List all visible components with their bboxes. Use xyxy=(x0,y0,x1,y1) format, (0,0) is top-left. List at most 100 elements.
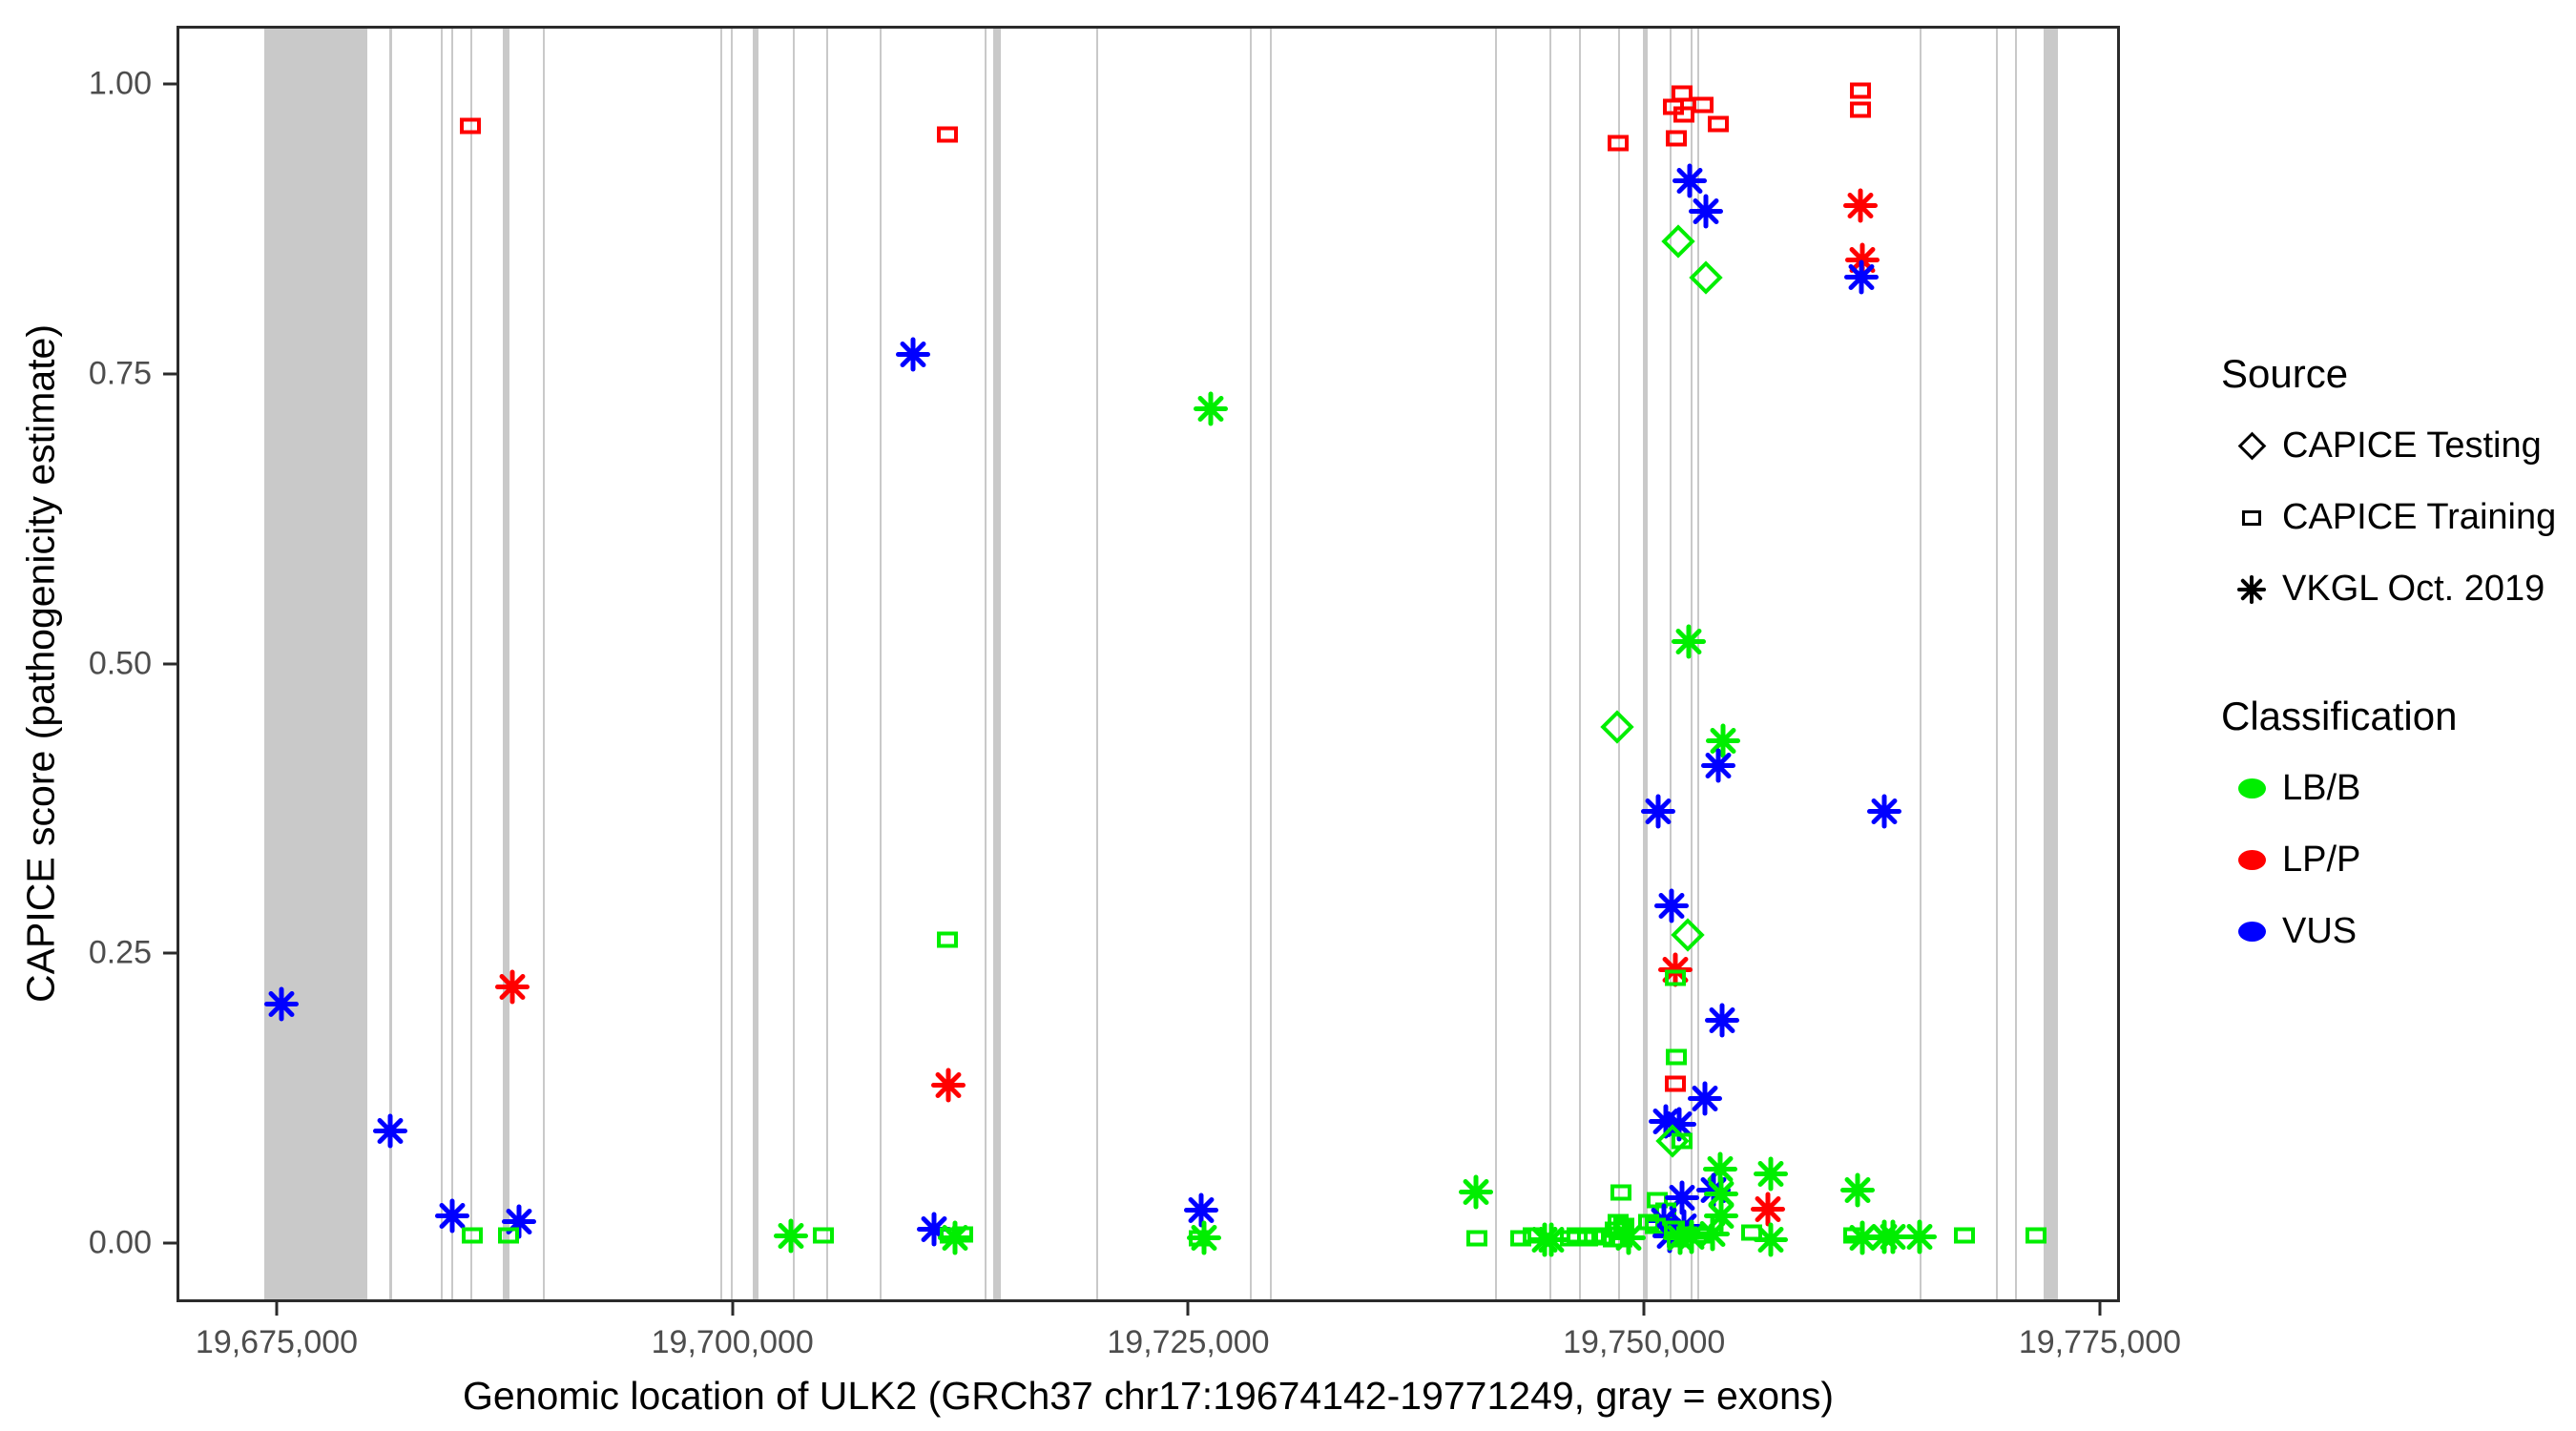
data-point xyxy=(1640,794,1675,829)
y-axis-title: CAPICE score (pathogenicity estimate) xyxy=(18,324,63,1003)
legend: Source CAPICE Testing CAPICE Training VK… xyxy=(2221,351,2576,967)
x-tick-label: 19,700,000 xyxy=(651,1324,814,1360)
data-point xyxy=(1702,1151,1737,1187)
data-point xyxy=(1534,1222,1569,1257)
legend-item-capice-training: CAPICE Training xyxy=(2221,482,2576,553)
data-point xyxy=(1689,259,1724,295)
exon-band xyxy=(1642,29,1649,1299)
legend-source-title: Source xyxy=(2221,351,2349,396)
data-point xyxy=(1603,1231,1625,1248)
data-point xyxy=(372,1113,407,1149)
data-point xyxy=(1843,188,1879,223)
data-point xyxy=(1695,1216,1731,1252)
y-tick-mark xyxy=(163,372,177,376)
data-point xyxy=(1665,1048,1687,1066)
data-point xyxy=(916,1212,951,1247)
data-point xyxy=(1672,624,1707,659)
exon-band xyxy=(753,29,759,1299)
data-point xyxy=(1850,82,1872,99)
data-point xyxy=(1664,969,1686,986)
exon-band xyxy=(389,29,393,1299)
data-point xyxy=(1703,1198,1738,1234)
y-tick-label: 1.00 xyxy=(88,65,152,102)
data-point xyxy=(1605,1221,1627,1238)
data-point xyxy=(502,1204,537,1239)
x-axis: 19,675,000 19,700,000 19,725,000 19,750,000… xyxy=(177,1299,2181,1414)
legend-source-group: Source CAPICE Testing CAPICE Training VK… xyxy=(2221,351,2576,625)
data-point xyxy=(1661,1107,1696,1142)
y-tick-mark xyxy=(163,951,177,955)
x-tick-label: 19,775,000 xyxy=(2018,1324,2182,1360)
blue-dot-icon xyxy=(2221,922,2282,942)
data-point xyxy=(1645,1217,1667,1234)
legend-item-label: CAPICE Testing xyxy=(2282,425,2542,466)
legend-item-lpp: LP/P xyxy=(2221,824,2576,896)
data-point xyxy=(895,337,930,372)
data-point xyxy=(1700,748,1735,783)
x-tick-mark xyxy=(731,1302,735,1316)
data-point xyxy=(1845,242,1880,278)
exon-band xyxy=(879,29,882,1299)
legend-item-vkgl: VKGL Oct. 2019 xyxy=(2221,553,2576,625)
data-point xyxy=(1751,1192,1786,1227)
data-point xyxy=(434,1198,469,1234)
exon-band xyxy=(1578,29,1581,1299)
square-icon xyxy=(2221,509,2282,526)
exon-band xyxy=(451,29,454,1299)
legend-item-label: VKGL Oct. 2019 xyxy=(2282,569,2545,609)
data-point xyxy=(774,1218,809,1254)
x-tick-mark xyxy=(275,1302,279,1316)
data-point xyxy=(813,1227,835,1244)
data-point xyxy=(461,1227,483,1244)
exon-band xyxy=(503,29,510,1299)
exon-band xyxy=(1249,29,1252,1299)
exon-band xyxy=(441,29,444,1299)
exon-band xyxy=(984,29,987,1299)
exon-band xyxy=(826,29,829,1299)
x-tick-label: 19,750,000 xyxy=(1563,1324,1726,1360)
legend-item-label: LP/P xyxy=(2282,840,2361,880)
data-point xyxy=(1689,194,1724,229)
data-point xyxy=(1664,1075,1686,1092)
legend-item-vus: VUS xyxy=(2221,896,2576,967)
data-point xyxy=(1672,106,1694,123)
legend-classification-title: Classification xyxy=(2221,694,2458,738)
data-point xyxy=(1186,1220,1221,1255)
exon-band xyxy=(1996,29,1999,1299)
data-point xyxy=(1654,888,1690,923)
legend-item-label: LB/B xyxy=(2282,768,2361,808)
y-tick-mark xyxy=(163,662,177,666)
data-point xyxy=(1671,1132,1693,1150)
data-point xyxy=(1638,1213,1660,1231)
data-point xyxy=(1707,115,1729,133)
exon-band xyxy=(731,29,734,1299)
exon-band xyxy=(1269,29,1272,1299)
x-axis-title: Genomic location of ULK2 (GRCh37 chr17:1… xyxy=(462,1374,1835,1418)
data-point xyxy=(1902,1219,1938,1255)
diamond-icon xyxy=(2221,431,2282,461)
exon-band xyxy=(1920,29,1922,1299)
data-point xyxy=(930,1068,966,1103)
data-point xyxy=(1850,101,1872,118)
exon-band xyxy=(1617,29,1620,1299)
exon-band xyxy=(992,29,1001,1299)
legend-item-label: CAPICE Training xyxy=(2282,497,2557,537)
y-tick-label: 0.25 xyxy=(88,934,152,971)
data-point xyxy=(1754,1156,1789,1192)
green-dot-icon xyxy=(2221,778,2282,798)
data-point xyxy=(1194,391,1229,426)
data-point xyxy=(1840,1172,1876,1208)
x-tick-mark xyxy=(2098,1302,2102,1316)
red-dot-icon xyxy=(2221,850,2282,870)
exon-band xyxy=(2015,29,2018,1299)
legend-classification-group: Classification LB/B LP/P VUS xyxy=(2221,694,2576,967)
x-tick-label: 19,725,000 xyxy=(1107,1324,1270,1360)
data-point xyxy=(497,1227,519,1244)
data-point xyxy=(936,931,958,948)
data-point xyxy=(1459,1174,1494,1210)
data-point xyxy=(1705,723,1740,758)
y-tick-label: 0.75 xyxy=(88,355,152,392)
x-tick-mark xyxy=(1186,1302,1190,1316)
data-point xyxy=(1703,1176,1738,1212)
